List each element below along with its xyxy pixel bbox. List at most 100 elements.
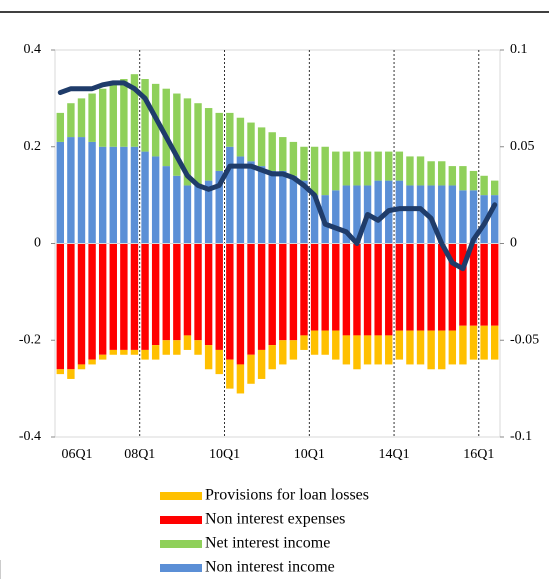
bar [438, 185, 446, 244]
y2-tick-label: -0.1 [510, 429, 532, 444]
bar [363, 243, 372, 336]
bar [310, 146, 319, 196]
bar [268, 243, 276, 346]
bar [130, 74, 139, 147]
bar [56, 141, 65, 244]
bar [257, 166, 266, 244]
bar [130, 243, 139, 350]
bar [194, 185, 202, 244]
bar [279, 137, 287, 171]
y-tick-label: 0.2 [24, 139, 42, 154]
bar [236, 117, 245, 157]
bar [490, 325, 499, 360]
bar [363, 151, 372, 186]
bar [183, 98, 192, 186]
legend-label: Provisions for loan losses [205, 487, 369, 504]
bar [279, 340, 287, 365]
bar [226, 112, 234, 147]
x-tick-label: 16Q1 [463, 447, 494, 462]
bar [385, 151, 393, 181]
bar [427, 330, 435, 370]
bar [88, 141, 96, 244]
bar [98, 146, 107, 244]
bar [427, 185, 435, 244]
bar [480, 325, 488, 360]
legend-swatch [160, 492, 202, 500]
bar [289, 243, 298, 341]
bar [438, 243, 446, 331]
bar [151, 243, 160, 346]
x-tick-label: 06Q1 [61, 447, 92, 462]
legend-label: Non interest income [205, 559, 335, 576]
bar [353, 185, 361, 244]
bar [98, 243, 107, 355]
bar [236, 243, 245, 365]
bar [226, 359, 234, 389]
bar [268, 170, 276, 244]
bar [469, 170, 478, 191]
bar [363, 335, 372, 365]
bar [469, 325, 478, 360]
bar [300, 243, 308, 336]
legend-swatch [160, 516, 202, 524]
x-tick-label: 10Q1 [294, 447, 325, 462]
bar [342, 335, 351, 365]
bar [459, 325, 467, 365]
line [57, 80, 498, 272]
bar [88, 93, 96, 142]
bar [162, 166, 170, 244]
bar [120, 79, 128, 147]
bar [151, 345, 160, 360]
bar [183, 185, 192, 244]
bar [77, 98, 86, 138]
bar [257, 127, 266, 167]
bar [215, 243, 223, 350]
bar [395, 243, 404, 331]
bar [204, 108, 213, 181]
bar [162, 88, 170, 167]
bar [332, 243, 340, 331]
bar [141, 243, 149, 350]
bar [88, 243, 96, 360]
bar [374, 335, 382, 365]
bar [77, 137, 86, 244]
bar [215, 170, 223, 244]
y2-tick-label: 0 [510, 236, 517, 251]
bar [416, 156, 425, 186]
bar [406, 185, 414, 244]
y-tick-label: 0.4 [24, 42, 42, 57]
bar [247, 122, 255, 162]
bar [183, 243, 192, 336]
bar [342, 185, 351, 244]
bar [353, 243, 361, 336]
bar [109, 243, 117, 350]
bar [215, 112, 223, 171]
bar [162, 243, 170, 341]
bar [438, 161, 446, 186]
bar [289, 175, 298, 244]
bar [332, 151, 340, 191]
bar [67, 103, 75, 138]
bar [268, 345, 276, 370]
bar [459, 166, 467, 191]
bar [120, 349, 128, 355]
bar [130, 349, 139, 355]
bar [480, 243, 488, 326]
bar [480, 175, 488, 196]
bar [268, 132, 276, 171]
bar [194, 243, 202, 341]
bar [406, 330, 414, 365]
bar [406, 156, 414, 186]
bar [236, 364, 245, 394]
bar [427, 243, 435, 331]
bar [67, 137, 75, 244]
bar [183, 335, 192, 350]
y2-tick-label: -0.05 [510, 332, 539, 347]
bar [130, 146, 139, 244]
y-tick-label: 0 [34, 236, 41, 251]
bar [490, 180, 499, 196]
bar [98, 354, 107, 360]
bar [173, 93, 181, 176]
bar [98, 88, 107, 147]
